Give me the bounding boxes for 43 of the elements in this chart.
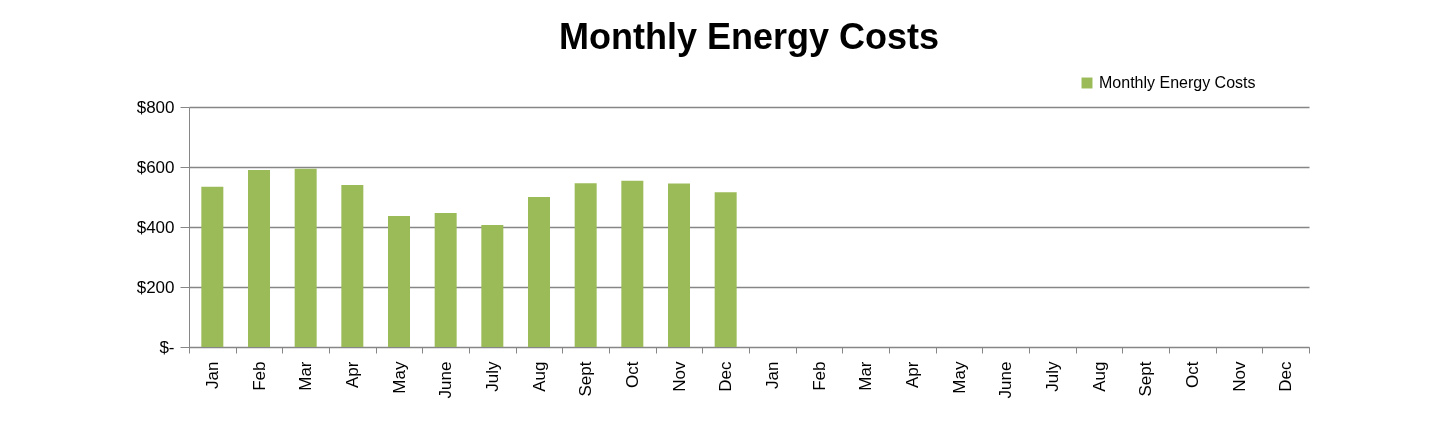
bar [621, 180, 644, 347]
x-tick-label: Nov [1229, 361, 1249, 392]
x-tick-label: Sept [1136, 361, 1156, 397]
x-tick-label: Oct [1182, 361, 1202, 388]
x-tick-label: Aug [1089, 361, 1109, 392]
bar [481, 224, 504, 347]
bar [294, 168, 317, 347]
bar [248, 170, 270, 347]
bar [434, 212, 457, 347]
x-tick-label: Mar [296, 361, 316, 391]
x-tick-label: Feb [809, 361, 829, 391]
chart-title: Monthly Energy Costs [558, 16, 940, 57]
x-tick-label: Oct [622, 361, 642, 388]
x-tick-label: Mar [856, 361, 876, 391]
x-tick-label: Apr [902, 361, 922, 388]
bar [341, 185, 364, 347]
x-tick-label: July [1042, 361, 1062, 392]
x-tick-label: July [482, 361, 502, 392]
x-tick-label: Aug [529, 361, 549, 392]
y-tick-label: $- [159, 337, 175, 357]
x-tick-label: Dec [716, 361, 736, 392]
x-tick-label: June [436, 361, 456, 399]
y-tick-label: $800 [136, 97, 175, 117]
bar [201, 186, 224, 347]
x-tick-label: Sept [576, 361, 596, 397]
x-tick-label: Nov [669, 361, 689, 392]
bar [528, 197, 550, 347]
x-tick-label: Dec [1276, 361, 1296, 392]
x-tick-label: May [949, 361, 969, 394]
y-tick-label: $400 [136, 217, 175, 237]
bar [714, 192, 737, 347]
y-tick-label: $600 [136, 157, 175, 177]
y-tick-label: $200 [136, 277, 175, 297]
legend-label: Monthly Energy Costs [1099, 74, 1256, 91]
bar [574, 183, 597, 347]
x-tick-label: June [996, 361, 1016, 399]
x-tick-label: Jan [202, 361, 222, 389]
x-tick-label: Jan [762, 361, 782, 389]
bar [668, 183, 690, 347]
x-tick-label: May [389, 361, 409, 394]
x-tick-label: Feb [249, 361, 269, 391]
bar [388, 215, 410, 347]
x-tick-label: Apr [342, 361, 362, 388]
